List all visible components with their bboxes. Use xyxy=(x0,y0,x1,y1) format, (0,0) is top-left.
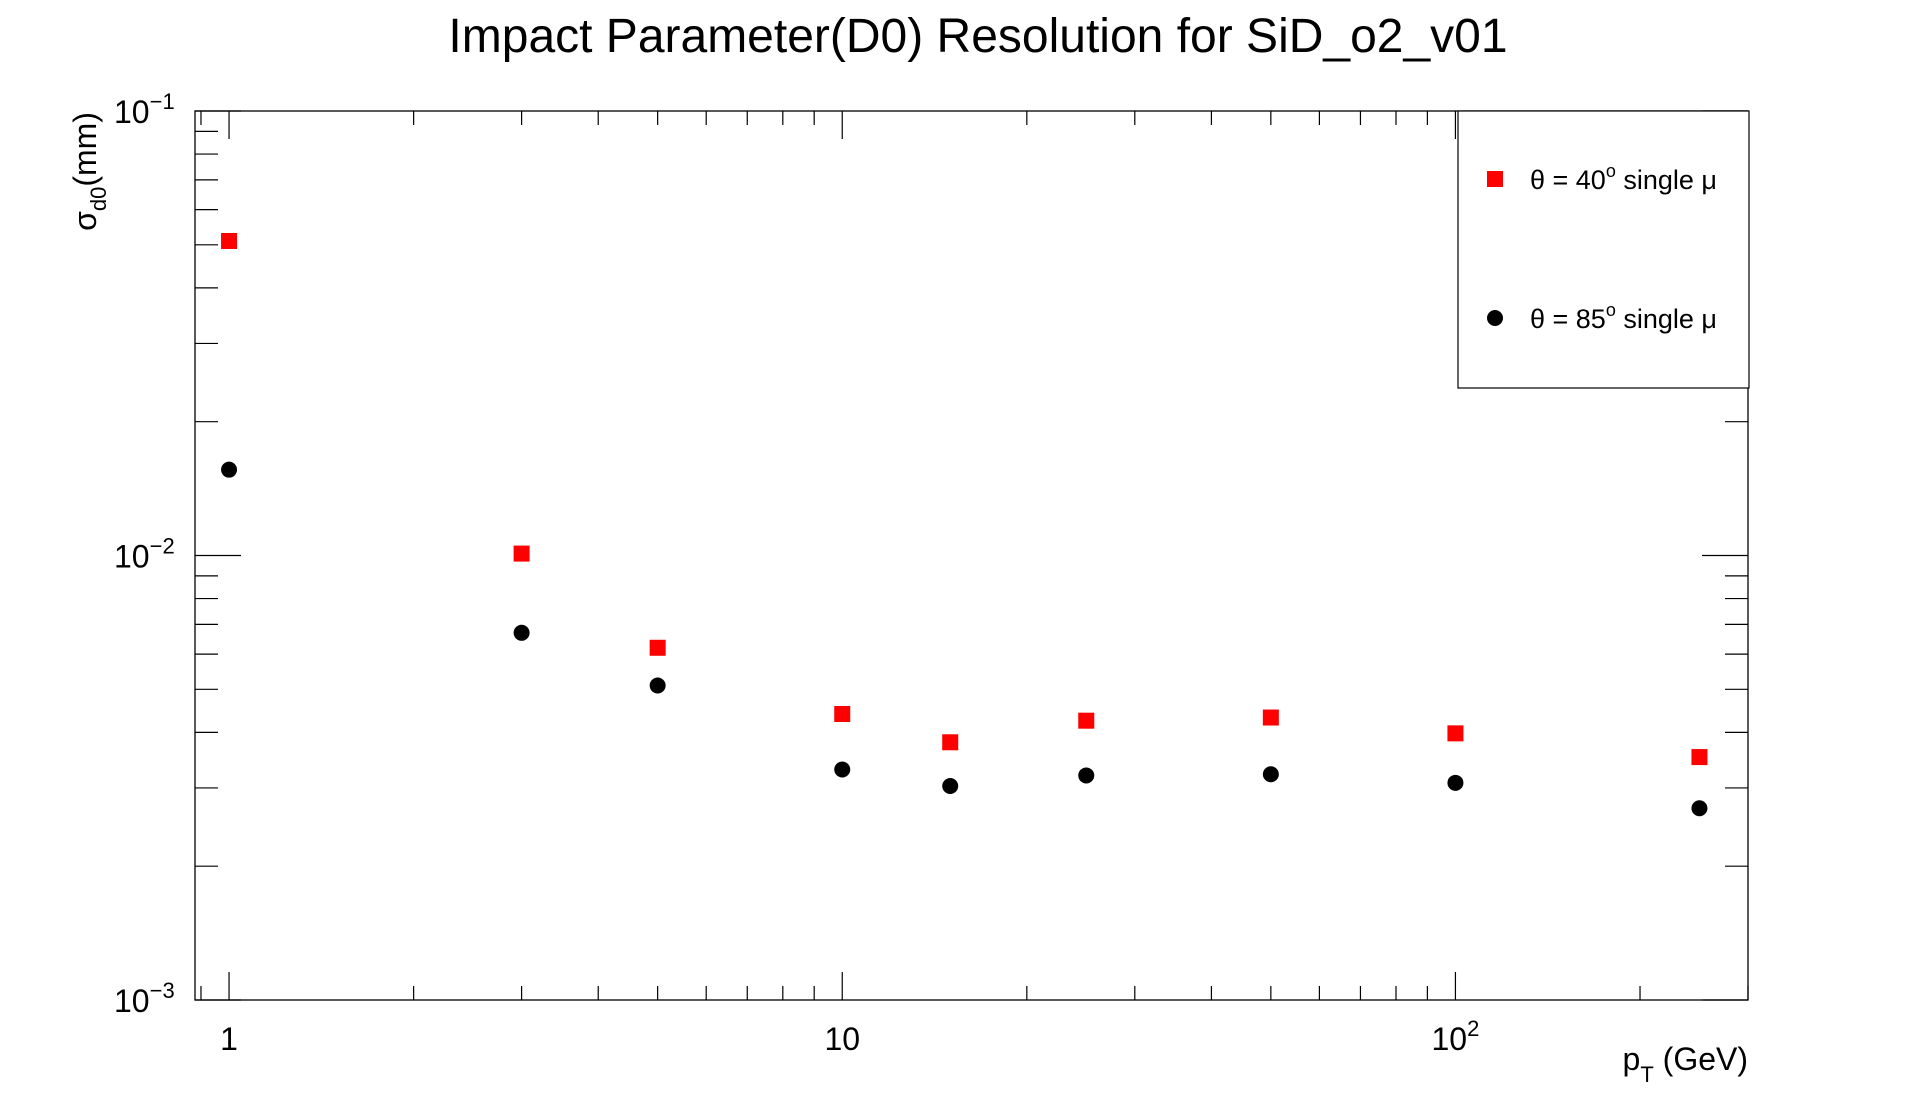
series-1-point xyxy=(513,624,530,641)
series-1-point xyxy=(1447,774,1464,791)
y-axis-label: σd0(mm) xyxy=(67,112,111,231)
series-1-point xyxy=(221,461,238,478)
series-1-point xyxy=(942,777,959,794)
series-1-point xyxy=(1691,800,1708,817)
y-tick-label: 10−2 xyxy=(114,534,175,575)
legend-marker-square xyxy=(1487,171,1503,187)
chart-title: Impact Parameter(D0) Resolution for SiD_… xyxy=(448,10,1507,63)
series-0-point xyxy=(221,232,238,249)
legend: θ = 40o single μ θ = 85o single μ xyxy=(1457,110,1750,389)
series-1-point xyxy=(1262,766,1279,783)
legend-entry-label: θ = 40o single μ xyxy=(1530,161,1717,195)
series-0-point xyxy=(1691,749,1708,766)
legend-marker-circle xyxy=(1487,310,1503,326)
series-0-point xyxy=(834,705,851,722)
tick-labels: 1 10 102 10−3 10−2 10−1 xyxy=(114,89,1479,1057)
series-0-point xyxy=(1262,709,1279,726)
data-marks xyxy=(221,232,1708,817)
y-tick-label: 10−3 xyxy=(114,978,175,1019)
series-0-point xyxy=(513,545,530,562)
series-0-point xyxy=(942,734,959,751)
series-1-point xyxy=(1078,767,1095,784)
axis-labels: pT (GeV) σd0(mm) xyxy=(67,112,1748,1087)
legend-entry-label: θ = 85o single μ xyxy=(1530,300,1717,334)
series-1-point xyxy=(649,677,666,694)
series-0-point xyxy=(1447,725,1464,742)
legend-box xyxy=(1457,110,1750,389)
series-0-point xyxy=(1078,712,1095,729)
series-1-point xyxy=(834,761,851,778)
x-tick-label: 1 xyxy=(220,1021,238,1057)
x-tick-label: 102 xyxy=(1432,1016,1480,1057)
x-axis-label: pT (GeV) xyxy=(1623,1041,1748,1087)
y-tick-label: 10−1 xyxy=(114,89,175,130)
series-0-point xyxy=(649,639,666,656)
x-tick-label: 10 xyxy=(824,1021,860,1057)
